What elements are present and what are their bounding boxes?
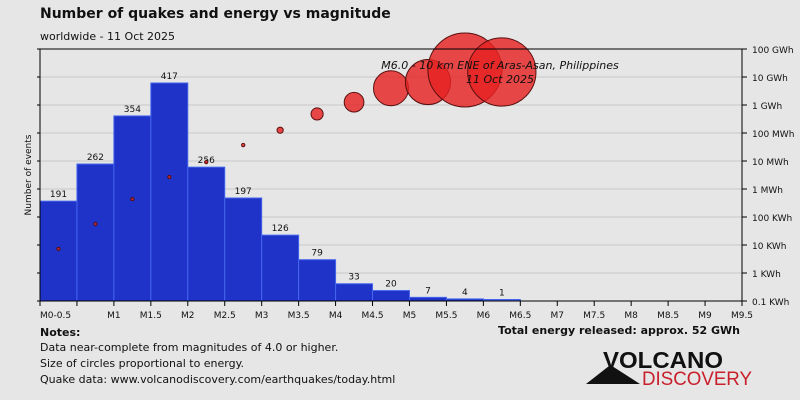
energy-circle	[130, 196, 135, 202]
y2-tick-label: 1 MWh	[752, 186, 783, 196]
x-tick-label: M7	[551, 311, 565, 321]
note-1: Data near-complete from magnitudes of 4.…	[40, 341, 338, 354]
x-tick-label: M9	[698, 311, 712, 321]
x-tick-label: M7.5	[583, 311, 605, 321]
bar	[408, 296, 447, 302]
bar	[113, 115, 152, 302]
x-tick-label: M6.5	[509, 311, 531, 321]
chart-subtitle: worldwide - 11 Oct 2025	[40, 30, 175, 43]
y2-tick-label: 10 GWh	[752, 74, 788, 84]
x-tick-label: M2.5	[214, 311, 236, 321]
y2-tick-label: 10 MWh	[752, 158, 789, 168]
x-tick-label: M8.5	[657, 311, 679, 321]
y2-tick-label: 1 GWh	[752, 102, 782, 112]
volcanodiscovery-logo: VOLCANO DISCOVERY	[586, 347, 752, 390]
chart-title: Number of quakes and energy vs magnitude	[40, 6, 391, 22]
energy-circle	[93, 221, 98, 227]
bar-label: 262	[87, 153, 104, 163]
x-tick-label: M2	[181, 311, 195, 321]
y2-tick-label: 1 KWh	[752, 270, 781, 280]
bar-label: 126	[272, 224, 289, 234]
y-axis-label: Number of events	[24, 134, 34, 215]
x-tick-label: M6	[477, 311, 491, 321]
bar-label: 191	[50, 190, 67, 200]
bar	[76, 163, 115, 302]
y2-tick-label: 100 KWh	[752, 214, 792, 224]
x-tick-label: M5	[403, 311, 417, 321]
bar	[187, 166, 226, 302]
logo-volcano: VOLCANO	[603, 347, 723, 373]
bars: 191262354417256197126793320741	[39, 72, 521, 302]
bar	[298, 259, 337, 302]
bar-label: 7	[425, 286, 431, 296]
x-tick-label: M8	[624, 311, 638, 321]
bar	[335, 283, 374, 302]
volcano-shape-icon	[586, 366, 640, 384]
energy-circle	[241, 142, 246, 148]
notes-title: Notes:	[40, 326, 80, 339]
x-tick-label: M5.5	[435, 311, 457, 321]
bar-label: 20	[385, 280, 397, 290]
bar-label: 197	[235, 187, 252, 197]
annotation-line2: 11 Oct 2025	[466, 73, 534, 86]
energy-circle	[56, 246, 61, 252]
bar	[39, 200, 78, 302]
x-tick-label: M0-0.5	[40, 311, 71, 321]
bar	[261, 234, 300, 302]
energy-circle	[343, 91, 365, 113]
energy-circle	[310, 107, 324, 121]
energy-circle	[467, 37, 537, 107]
total-energy: Total energy released: approx. 52 GWh	[498, 324, 740, 337]
x-tick-label: M9.5	[731, 311, 753, 321]
energy-circle	[167, 174, 172, 180]
energy-circles	[56, 32, 537, 252]
bar	[224, 197, 263, 302]
x-tick-label: M3.5	[288, 311, 310, 321]
bar-label: 4	[462, 288, 468, 298]
y2-tick-label: 100 GWh	[752, 46, 794, 56]
x-tick-label: M4.5	[361, 311, 383, 321]
x-tick-label: M4	[329, 311, 343, 321]
y2-tick-label: 0.1 KWh	[752, 298, 789, 308]
logo-discovery: DISCOVERY	[642, 369, 752, 390]
annotation-line1: M6.0 - 10 km ENE of Aras-Asan, Philippin…	[381, 59, 619, 72]
bar	[150, 82, 189, 302]
note-3: Quake data: www.volcanodiscovery.com/ear…	[40, 373, 395, 386]
bar-label: 79	[311, 249, 323, 259]
x-tick-label: M3	[255, 311, 269, 321]
bar-label: 354	[124, 105, 141, 115]
energy-circle	[204, 160, 209, 165]
y2-tick-label: 100 MWh	[752, 130, 794, 140]
bar-label: 33	[348, 273, 359, 283]
energy-circle	[372, 70, 410, 107]
y2-tick-label: 10 KWh	[752, 242, 787, 252]
axes: 0.1 KWh 1 KWh 10 KWh 100 KWh 1 MWh 10 MWh 100 …	[37, 46, 794, 321]
bar	[372, 290, 410, 302]
bar-label: 1	[499, 289, 505, 299]
bar-label: 417	[161, 72, 178, 82]
x-tick-label: M1.5	[140, 311, 162, 321]
note-2: Size of circles proportional to energy.	[40, 357, 244, 370]
x-tick-label: M1	[107, 311, 121, 321]
energy-circle	[276, 126, 284, 134]
